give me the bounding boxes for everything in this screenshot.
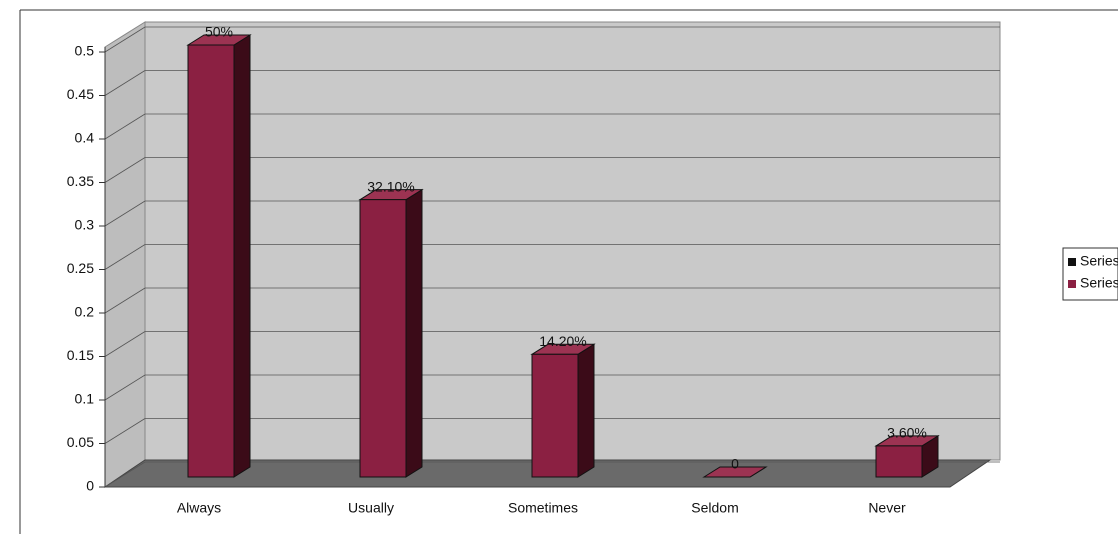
y-tick-label: 0.2 — [75, 304, 95, 320]
bar — [359, 199, 407, 478]
grid-line — [104, 200, 146, 227]
grid-line — [104, 70, 146, 96]
data-label: 50% — [205, 24, 233, 40]
y-tick-label: 0.25 — [67, 260, 94, 276]
bar — [875, 445, 923, 478]
grid-line — [104, 374, 146, 401]
x-tick-label: Never — [868, 500, 906, 516]
grid-line — [104, 418, 146, 444]
legend-label: Series1 — [1080, 253, 1118, 269]
data-label: 3.60% — [887, 425, 927, 441]
grid-line — [104, 461, 146, 488]
legend-swatch — [1068, 258, 1076, 266]
data-label: 32.10% — [367, 178, 414, 194]
legend-swatch — [1068, 280, 1076, 288]
bar — [187, 44, 235, 478]
legend-label: Series2 — [1080, 275, 1118, 291]
y-tick-label: 0 — [86, 478, 94, 494]
bar-side — [577, 343, 595, 478]
y-tick-label: 0.1 — [75, 391, 95, 407]
y-tick-label: 0.05 — [67, 434, 94, 450]
y-tick-label: 0.45 — [67, 86, 94, 102]
grid-line — [104, 287, 146, 314]
bar-side — [233, 34, 251, 478]
x-tick-label: Always — [177, 500, 221, 516]
y-tick-label: 0.35 — [67, 173, 94, 189]
grid-line — [104, 26, 146, 53]
y-tick-label: 0.3 — [75, 217, 95, 233]
bar-side — [405, 188, 423, 478]
grid-line — [104, 244, 146, 270]
grid-line — [104, 331, 146, 357]
y-tick-label: 0.15 — [67, 347, 94, 363]
data-label: 14.20% — [539, 333, 586, 349]
x-tick-label: Seldom — [691, 500, 738, 516]
legend — [1062, 247, 1118, 301]
x-tick-label: Usually — [348, 500, 394, 516]
grid-line — [104, 157, 146, 183]
bar-top — [702, 466, 768, 478]
y-tick-label: 0.4 — [75, 130, 95, 146]
data-label: 0 — [731, 456, 739, 472]
x-tick-label: Sometimes — [508, 500, 578, 516]
bar — [531, 353, 579, 478]
y-tick-label: 0.5 — [75, 43, 95, 59]
grid-line — [104, 113, 146, 140]
